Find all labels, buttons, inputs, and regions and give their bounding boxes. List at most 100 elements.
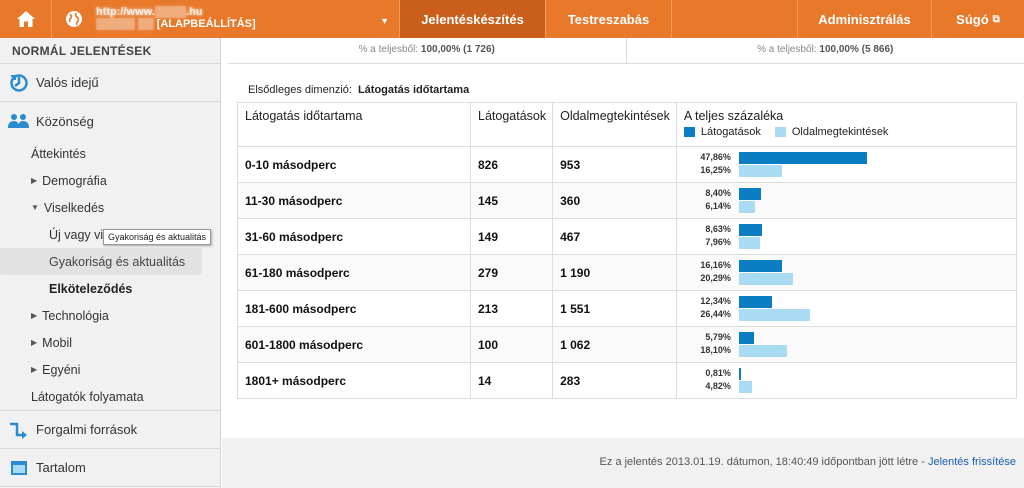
- table-row: 0-10 másodperc 826 953 47,86% 16,25%: [237, 146, 1018, 183]
- chevron-down-icon: ▼: [380, 16, 389, 26]
- table-row: 601-1800 másodperc 100 1 062 5,79% 18,10%: [237, 326, 1018, 363]
- bar-pageviews: [738, 309, 810, 321]
- cell-duration: 31-60 másodperc: [237, 218, 471, 255]
- sidebar-item-technology[interactable]: ▶ Technológia: [0, 302, 220, 329]
- sidebar-item-traffic-sources[interactable]: Forgalmi források: [0, 411, 220, 449]
- cell-visits: 100: [469, 326, 554, 363]
- header-pageviews-label: Oldalmegtekintések: [560, 109, 670, 123]
- bar-visits: [738, 260, 783, 272]
- globe-button[interactable]: [52, 0, 96, 38]
- sidebar-item-traffic-sources-label: Forgalmi források: [36, 422, 138, 437]
- sidebar-item-realtime[interactable]: Valós idejű: [0, 64, 220, 102]
- pct-pageviews: 4,82%: [705, 381, 731, 391]
- cell-pageviews: 467: [552, 218, 677, 255]
- cell-share: 0,81% 4,82%: [675, 362, 1018, 399]
- legend-pageviews-label: Oldalmegtekintések: [791, 126, 889, 138]
- pct-visits: 8,63%: [705, 224, 731, 234]
- header-share-label: A teljes százaléka: [683, 109, 784, 123]
- sidebar-item-frequency-label: Gyakoriság és aktualitás: [49, 254, 186, 269]
- pct-pageviews: 6,14%: [705, 201, 731, 211]
- people-icon: [8, 110, 30, 132]
- cell-visits: 826: [469, 146, 554, 183]
- account-url: http://www.▒▒▒▒.hu: [96, 6, 203, 18]
- home-button[interactable]: [0, 0, 52, 38]
- sidebar-item-engagement[interactable]: Elköteleződés: [0, 275, 220, 302]
- tooltip: Gyakoriság és aktualitás: [103, 229, 212, 245]
- home-icon: [16, 11, 35, 27]
- account-profile-label: [ALAPBEÁLLÍTÁS]: [156, 18, 256, 30]
- triangle-down-icon: ▼: [31, 203, 39, 212]
- account-profile: ▒▒▒▒▒ ▒▒ [ALAPBEÁLLÍTÁS]: [96, 18, 399, 30]
- cell-duration: 0-10 másodperc: [237, 146, 471, 183]
- visits-total-prefix: % a teljesből:: [358, 44, 419, 55]
- cell-pageviews: 283: [552, 362, 677, 399]
- bar-pageviews: [738, 165, 783, 177]
- pct-visits: 0,81%: [705, 368, 731, 378]
- pageviews-total-prefix: % a teljesből:: [757, 44, 817, 55]
- refresh-report-link[interactable]: Jelentés frissítése: [927, 456, 1016, 468]
- traffic-arrows-icon: [8, 419, 30, 441]
- sidebar-item-custom[interactable]: ▶ Egyéni: [0, 356, 220, 383]
- pct-pageviews: 20,29%: [700, 273, 731, 283]
- table-row: 11-30 másodperc 145 360 8,40% 6,14%: [237, 182, 1018, 219]
- sidebar-item-overview[interactable]: Áttekintés: [0, 140, 220, 167]
- sidebar-item-behavior[interactable]: ▼ Viselkedés: [0, 194, 220, 221]
- cell-pageviews: 1 551: [552, 290, 677, 327]
- cell-duration: 181-600 másodperc: [237, 290, 471, 327]
- primary-dimension-value[interactable]: Látogatás időtartama: [357, 84, 470, 96]
- cell-pageviews: 1 062: [552, 326, 677, 363]
- bar-visits: [738, 224, 762, 236]
- triangle-right-icon: ▶: [31, 176, 38, 185]
- main-content: % a teljesből: 100,00% (1 726) % a telje…: [222, 38, 1024, 488]
- table-row: 61-180 másodperc 279 1 190 16,16% 20,29%: [237, 254, 1018, 291]
- tab-reporting[interactable]: Jelentéskészítés: [400, 0, 546, 38]
- cell-share: 8,63% 7,96%: [675, 218, 1018, 255]
- cell-visits: 149: [469, 218, 554, 255]
- header-visits[interactable]: Látogatások: [469, 102, 554, 147]
- legend-visits-label: Látogatások: [700, 126, 761, 138]
- bar-pageviews: [738, 237, 761, 249]
- table-row: 31-60 másodperc 149 467 8,63% 7,96%: [237, 218, 1018, 255]
- cell-duration: 1801+ másodperc: [237, 362, 471, 399]
- header-duration-label: Látogatás időtartama: [245, 109, 363, 123]
- table-row: 1801+ másodperc 14 283 0,81% 4,82%: [237, 362, 1018, 399]
- bar-pageviews: [738, 381, 752, 393]
- report-footer: Ez a jelentés 2013.01.19. dátumon, 18:40…: [222, 438, 1024, 488]
- sidebar-item-visitor-flow[interactable]: Látogatók folyamata: [0, 383, 220, 411]
- header-duration[interactable]: Látogatás időtartama: [237, 102, 471, 147]
- sidebar-item-demography[interactable]: ▶ Demográfia: [0, 167, 220, 194]
- tab-customization[interactable]: Testreszabás: [546, 0, 672, 38]
- bar-visits: [738, 188, 762, 200]
- sidebar-item-audience[interactable]: Közönség: [0, 102, 220, 140]
- totals-row: % a teljesből: 100,00% (1 726) % a telje…: [228, 38, 1024, 64]
- header-pageviews[interactable]: Oldalmegtekintések: [552, 102, 677, 147]
- sidebar-item-frequency[interactable]: Gyakoriság és aktualitás: [0, 248, 202, 275]
- sidebar-item-content[interactable]: Tartalom: [0, 449, 220, 487]
- pct-visits: 16,16%: [700, 260, 731, 270]
- bar-visits: [738, 332, 755, 344]
- help-label: Súgó: [956, 11, 989, 27]
- spacer: [672, 0, 798, 38]
- legend-visits-swatch: [683, 127, 695, 137]
- bar-pageviews: [738, 345, 788, 357]
- admin-link[interactable]: Adminisztrálás: [798, 0, 932, 38]
- pageviews-total: % a teljesből: 100,00% (5 866): [627, 38, 1024, 63]
- pct-pageviews: 7,96%: [705, 237, 731, 247]
- sidebar-item-visitor-flow-label: Látogatók folyamata: [31, 389, 144, 404]
- cell-duration: 11-30 másodperc: [237, 182, 471, 219]
- sidebar-item-content-label: Tartalom: [36, 460, 86, 475]
- sidebar-item-overview-label: Áttekintés: [31, 146, 86, 161]
- data-table: Látogatás időtartama Látogatások Oldalme…: [237, 102, 1018, 399]
- pct-visits: 8,40%: [705, 188, 731, 198]
- sidebar-item-audience-label: Közönség: [36, 113, 94, 129]
- triangle-right-icon: ▶: [31, 311, 38, 320]
- sidebar-item-mobile[interactable]: ▶ Mobil: [0, 329, 220, 356]
- pageviews-total-value: 100,00% (5 866): [819, 44, 894, 55]
- account-profile-name: ▒▒▒▒▒ ▒▒: [96, 18, 154, 30]
- help-link[interactable]: Súgó ⧉: [932, 0, 1024, 38]
- report-timestamp-text: Ez a jelentés 2013.01.19. dátumon, 18:40…: [599, 456, 925, 468]
- visits-total-value: 100,00% (1 726): [420, 44, 495, 55]
- account-selector[interactable]: http://www.▒▒▒▒.hu ▒▒▒▒▒ ▒▒ [ALAPBEÁLLÍT…: [96, 0, 400, 38]
- sidebar-item-technology-label: Technológia: [42, 308, 109, 323]
- legend: Látogatások Oldalmegtekintések: [683, 126, 1010, 138]
